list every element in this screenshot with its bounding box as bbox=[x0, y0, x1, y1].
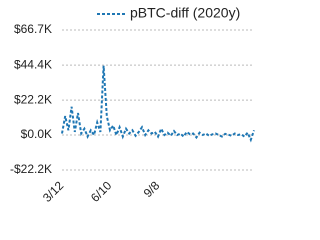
x-tick-label: 3/12 bbox=[40, 178, 67, 205]
x-tick-label: 9/8 bbox=[141, 178, 163, 200]
y-tick-label: $66.7K bbox=[14, 22, 52, 36]
y-tick-label: $22.2K bbox=[14, 92, 52, 106]
data-line bbox=[61, 65, 255, 143]
y-tick-label: $0.0K bbox=[21, 127, 52, 141]
legend-label: pBTC-diff (2020y) bbox=[130, 5, 240, 21]
y-tick-label: -$22.2K bbox=[10, 162, 52, 176]
y-tick-label: $44.4K bbox=[14, 57, 52, 71]
chart: -$22.2K $0.0K $22.2K $44.4K $66.7K 3/12 6/10 9/… bbox=[10, 5, 255, 205]
x-tick-label: 6/10 bbox=[88, 178, 115, 205]
